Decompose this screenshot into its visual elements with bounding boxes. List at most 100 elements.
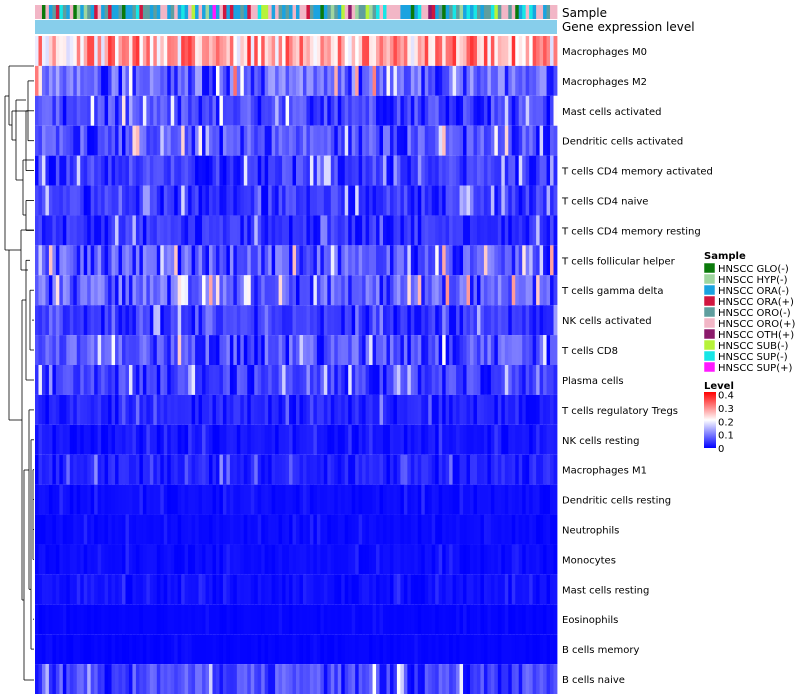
- heatmap-cell: [327, 394, 332, 425]
- heatmap-cell: [539, 155, 544, 186]
- heatmap-cell: [376, 36, 380, 66]
- heatmap-cell: [497, 544, 502, 575]
- heatmap-cell: [504, 155, 509, 186]
- heatmap-cell: [396, 245, 401, 276]
- heatmap-cell: [525, 245, 530, 276]
- heatmap-cell: [188, 664, 192, 694]
- heatmap-cell: [108, 335, 112, 365]
- heatmap-cell: [490, 424, 495, 455]
- heatmap-cell: [445, 185, 450, 216]
- heatmap-cell: [473, 125, 478, 156]
- heatmap-cell: [90, 365, 95, 395]
- heatmap-cell: [393, 664, 398, 694]
- heatmap-cell: [163, 424, 168, 455]
- heatmap-cell: [362, 245, 366, 276]
- heatmap-cell: [480, 604, 485, 635]
- heatmap-cell: [111, 245, 116, 276]
- heatmap-cell: [125, 305, 130, 336]
- heatmap-cell: [323, 305, 328, 336]
- heatmap-cell: [66, 36, 71, 66]
- heatmap-cell: [156, 424, 161, 455]
- heatmap-cell: [403, 365, 408, 395]
- heatmap-cell: [191, 335, 196, 365]
- heatmap-cell: [403, 484, 408, 515]
- heatmap-cell: [341, 185, 346, 216]
- heatmap-cell: [414, 664, 419, 694]
- sample-track-cell: [38, 5, 43, 19]
- heatmap-cell: [184, 484, 189, 515]
- heatmap-cell: [209, 275, 213, 306]
- heatmap-cell: [73, 634, 78, 665]
- heatmap-cell: [341, 305, 346, 336]
- heatmap-cell: [403, 215, 408, 246]
- heatmap-cell: [247, 664, 252, 694]
- heatmap-cell: [125, 125, 130, 156]
- heatmap-cell: [316, 604, 321, 635]
- heatmap-cell: [435, 305, 440, 336]
- sample-track-cell: [306, 5, 311, 19]
- heatmap-cell: [69, 365, 74, 395]
- heatmap-cell: [177, 215, 182, 246]
- heatmap-cell: [212, 305, 217, 336]
- heatmap-cell: [428, 95, 433, 126]
- sample-track-cell: [344, 5, 349, 19]
- heatmap-cell: [104, 574, 109, 605]
- heatmap-cell: [55, 305, 60, 336]
- heatmap-cell: [494, 424, 499, 455]
- heatmap-cell: [45, 335, 50, 365]
- heatmap-cell: [518, 544, 523, 575]
- heatmap-cell: [101, 215, 105, 246]
- heatmap-cell: [62, 305, 67, 336]
- heatmap-cell: [313, 664, 318, 694]
- heatmap-cell: [483, 155, 488, 186]
- heatmap-cell: [285, 514, 290, 545]
- heatmap-cell: [282, 365, 286, 395]
- heatmap-cell: [299, 185, 304, 216]
- heatmap-cell: [97, 484, 102, 515]
- heatmap-cell: [254, 335, 259, 365]
- heatmap-cell: [226, 335, 231, 365]
- heatmap-cell: [456, 394, 460, 425]
- heatmap-cell: [118, 604, 123, 635]
- heatmap-cell: [135, 215, 140, 246]
- heatmap-cell: [278, 335, 283, 365]
- heatmap-cell: [504, 335, 509, 365]
- heatmap-cell: [236, 245, 241, 276]
- heatmap-cell: [146, 155, 151, 186]
- heatmap-cell: [383, 335, 387, 365]
- heatmap-cell: [94, 125, 99, 156]
- heatmap-cell: [108, 155, 112, 186]
- heatmap-cell: [546, 245, 551, 276]
- heatmap-cell: [226, 664, 231, 694]
- heatmap-cell: [403, 95, 408, 126]
- heatmap-cell: [41, 125, 46, 156]
- row-label: T cells gamma delta: [561, 286, 663, 297]
- sample-track-cell: [243, 5, 248, 19]
- heatmap-cell: [282, 245, 286, 276]
- heatmap-cell: [177, 245, 182, 276]
- heatmap-cell: [38, 65, 43, 96]
- sample-track-cell: [205, 5, 210, 19]
- heatmap-cell: [132, 335, 137, 365]
- row-label: T cells CD4 memory resting: [561, 226, 701, 237]
- heatmap-cell: [379, 185, 384, 216]
- heatmap-cell: [463, 125, 467, 156]
- heatmap-cell: [355, 275, 360, 306]
- heatmap-cell: [38, 544, 43, 575]
- heatmap-cell: [191, 514, 196, 545]
- heatmap-cell: [518, 484, 523, 515]
- heatmap-cell: [188, 245, 192, 276]
- heatmap-cell: [407, 454, 412, 485]
- sample-track-cell: [160, 5, 165, 19]
- heatmap-cell: [476, 604, 481, 635]
- heatmap-cell: [313, 484, 318, 515]
- heatmap-cell: [337, 544, 342, 575]
- heatmap-cell: [550, 574, 554, 605]
- heatmap-cell: [229, 155, 234, 186]
- heatmap-cell: [87, 634, 92, 665]
- heatmap-cell: [417, 275, 422, 306]
- heatmap-cell: [511, 424, 516, 455]
- heatmap-cell: [146, 544, 151, 575]
- heatmap-cell: [209, 484, 213, 515]
